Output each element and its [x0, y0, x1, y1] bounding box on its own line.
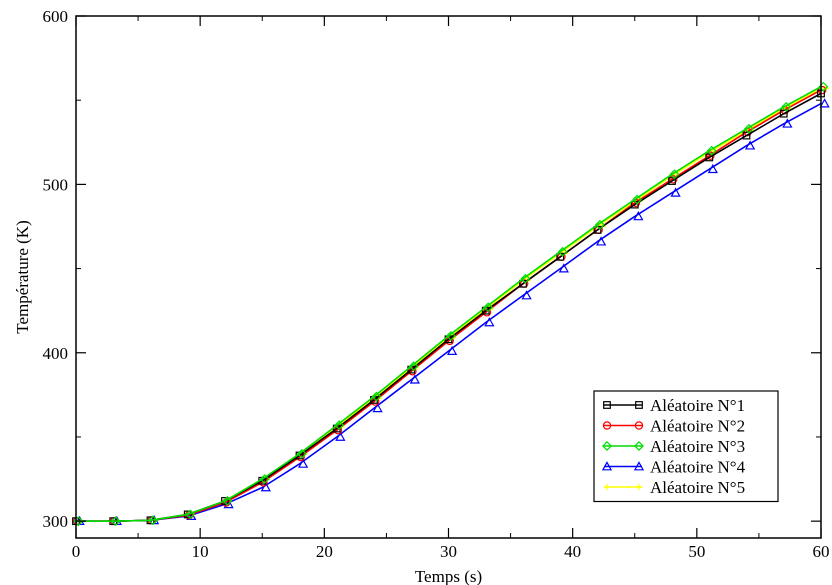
y-tick-label: 300 — [43, 512, 69, 531]
series-3-point — [669, 169, 680, 180]
series-3-point — [408, 361, 419, 372]
series-1-point — [742, 131, 751, 140]
series-1-point — [221, 497, 229, 505]
series-3-point — [743, 123, 754, 134]
series-1-point — [668, 177, 676, 185]
legend-label: Aléatoire N°4 — [650, 458, 746, 477]
x-axis-label: Temps (s) — [415, 567, 482, 585]
series-4-point — [595, 236, 607, 246]
y-tick-label: 400 — [43, 344, 69, 363]
series-3-point — [706, 145, 717, 156]
series-4-point — [633, 211, 644, 221]
series-4-point — [521, 290, 532, 300]
axis-ticks: 0 10 20 30 40 50 60 300 400 500 600 — [43, 7, 830, 561]
x-tick-label: 20 — [316, 542, 333, 561]
series-4-point — [409, 374, 420, 384]
legend-marker — [602, 441, 612, 451]
series-4-point — [446, 345, 458, 355]
series-4-point — [260, 482, 271, 492]
series-3-point — [557, 246, 568, 257]
legend-marker — [603, 401, 611, 409]
legend-label: Aléatoire N°3 — [650, 437, 745, 456]
x-tick-label: 60 — [813, 542, 830, 561]
series-4-point — [707, 163, 718, 174]
series-3-point — [259, 474, 270, 485]
y-axis-label: Température (K) — [13, 220, 32, 334]
series-1-point — [705, 153, 714, 162]
series-3-point — [445, 330, 456, 341]
x-tick-label: 40 — [564, 542, 581, 561]
series-4-point — [484, 317, 495, 327]
y-tick-label: 600 — [43, 7, 69, 26]
legend-label: Aléatoire N°2 — [650, 417, 745, 436]
series-3-point — [147, 515, 158, 526]
x-tick-label: 10 — [192, 542, 209, 561]
series-4-point — [782, 118, 793, 128]
x-tick-label: 50 — [688, 542, 705, 561]
series-3-line — [76, 85, 822, 523]
legend-marker — [603, 483, 611, 491]
legend-marker — [635, 401, 643, 409]
series-4-point — [335, 431, 346, 441]
series-4-point — [670, 187, 681, 197]
x-tick-label: 30 — [440, 542, 457, 561]
series-4-point — [819, 98, 830, 108]
legend-marker — [634, 441, 644, 451]
plot-area — [72, 81, 830, 527]
x-tick-label: 0 — [72, 542, 81, 561]
series-3-point — [483, 302, 494, 313]
legend-marker — [601, 461, 613, 471]
series-3-point — [632, 194, 643, 205]
series-3-point — [222, 496, 233, 506]
series-2-point — [669, 175, 678, 184]
series-3-point — [371, 391, 382, 402]
legend-marker — [634, 421, 644, 430]
series-4-point — [744, 140, 756, 150]
series-3-point — [594, 219, 605, 230]
legend-label: Aléatoire N°1 — [650, 396, 745, 415]
series-3-point — [781, 101, 792, 112]
series-3-point — [520, 273, 531, 284]
series-3-point — [185, 509, 196, 520]
series-4-point — [297, 458, 309, 468]
y-tick-label: 500 — [43, 175, 69, 194]
series-2-line — [76, 89, 822, 523]
series-4-point — [558, 263, 569, 273]
series-1-point — [779, 109, 788, 118]
legend-marker — [635, 483, 643, 491]
legend-marker — [602, 421, 612, 430]
series-3-point — [296, 448, 307, 459]
series-4-point — [372, 403, 383, 413]
series-4-line — [76, 102, 822, 523]
legend-marker — [633, 461, 645, 471]
series-3-point — [334, 420, 345, 431]
series-3-point — [110, 516, 121, 527]
legend-label: Aléatoire N°5 — [650, 478, 745, 497]
series-2-point — [706, 151, 715, 160]
